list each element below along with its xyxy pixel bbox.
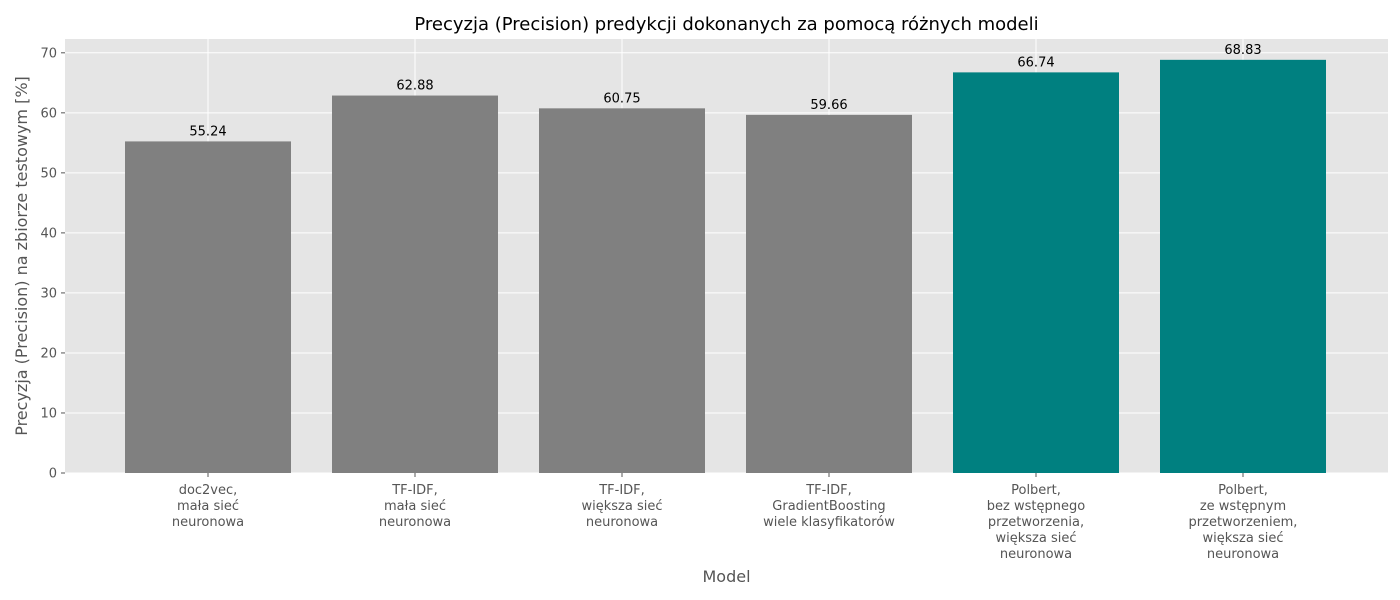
y-tick-label-10: 10: [40, 406, 57, 421]
x-tick-label-4-line-1: bez wstępnego: [987, 499, 1085, 514]
y-axis-label: Precyzja (Precision) na zbiorze testowym…: [12, 76, 31, 436]
x-tick-label-5-line-3: większa sieć: [1203, 531, 1284, 546]
x-tick-label-2-line-2: neuronowa: [586, 515, 658, 530]
x-tick-label-5-line-0: Polbert,: [1218, 483, 1268, 498]
x-tick-label-4-line-0: Polbert,: [1011, 483, 1061, 498]
data-label-3: 59.66: [810, 98, 847, 113]
x-tick-label-3-line-2: wiele klasyfikatorów: [763, 515, 895, 530]
y-tick-label-50: 50: [40, 166, 57, 181]
y-axis-ticks: 0 10 20 30 40 50 60 70: [40, 46, 65, 482]
x-tick-label-2-line-0: TF-IDF,: [598, 483, 645, 498]
x-tick-label-3-line-0: TF-IDF,: [805, 483, 852, 498]
x-tick-label-1-line-0: TF-IDF,: [391, 483, 438, 498]
x-tick-label-4-line-4: neuronowa: [1000, 547, 1072, 562]
bar-1: [332, 95, 498, 474]
x-tick-label-0-line-1: mała sieć: [177, 499, 239, 514]
x-tick-label-0-line-2: neuronowa: [172, 515, 244, 530]
data-label-1: 62.88: [396, 79, 433, 94]
bar-3: [746, 114, 912, 473]
y-tick-label-70: 70: [40, 46, 57, 61]
bar-0: [125, 141, 291, 473]
y-tick-label-40: 40: [40, 226, 57, 241]
x-tick-label-1-line-1: mała sieć: [384, 499, 446, 514]
bar-2: [539, 108, 705, 474]
x-tick-label-1-line-2: neuronowa: [379, 515, 451, 530]
data-label-0: 55.24: [189, 124, 226, 139]
x-tick-label-5-line-1: ze wstępnym: [1200, 499, 1286, 514]
data-label-4: 66.74: [1017, 55, 1054, 70]
x-tick-label-0-line-0: doc2vec,: [179, 483, 238, 498]
y-tick-label-20: 20: [40, 346, 57, 361]
data-label-5: 68.83: [1224, 43, 1261, 58]
x-axis-label: Model: [702, 567, 750, 586]
x-tick-label-2-line-1: większa sieć: [582, 499, 663, 514]
y-tick-label-30: 30: [40, 286, 57, 301]
bars: [125, 59, 1326, 474]
x-tick-label-4-line-3: większa sieć: [996, 531, 1077, 546]
bar-4: [953, 72, 1119, 474]
x-tick-label-4-line-2: przetworzenia,: [988, 515, 1084, 530]
y-tick-label-60: 60: [40, 106, 57, 121]
chart-title: Precyzja (Precision) predykcji dokonanyc…: [414, 14, 1038, 35]
x-tick-label-3-line-1: GradientBoosting: [772, 499, 885, 514]
y-tick-label-0: 0: [49, 467, 57, 482]
x-tick-label-5-line-2: przetworzeniem,: [1189, 515, 1298, 530]
x-tick-label-5-line-4: neuronowa: [1207, 547, 1279, 562]
bar-5: [1160, 59, 1326, 474]
data-labels: 55.24 62.88 60.75 59.66 66.74 68.83: [189, 43, 1261, 140]
data-label-2: 60.75: [603, 91, 640, 106]
